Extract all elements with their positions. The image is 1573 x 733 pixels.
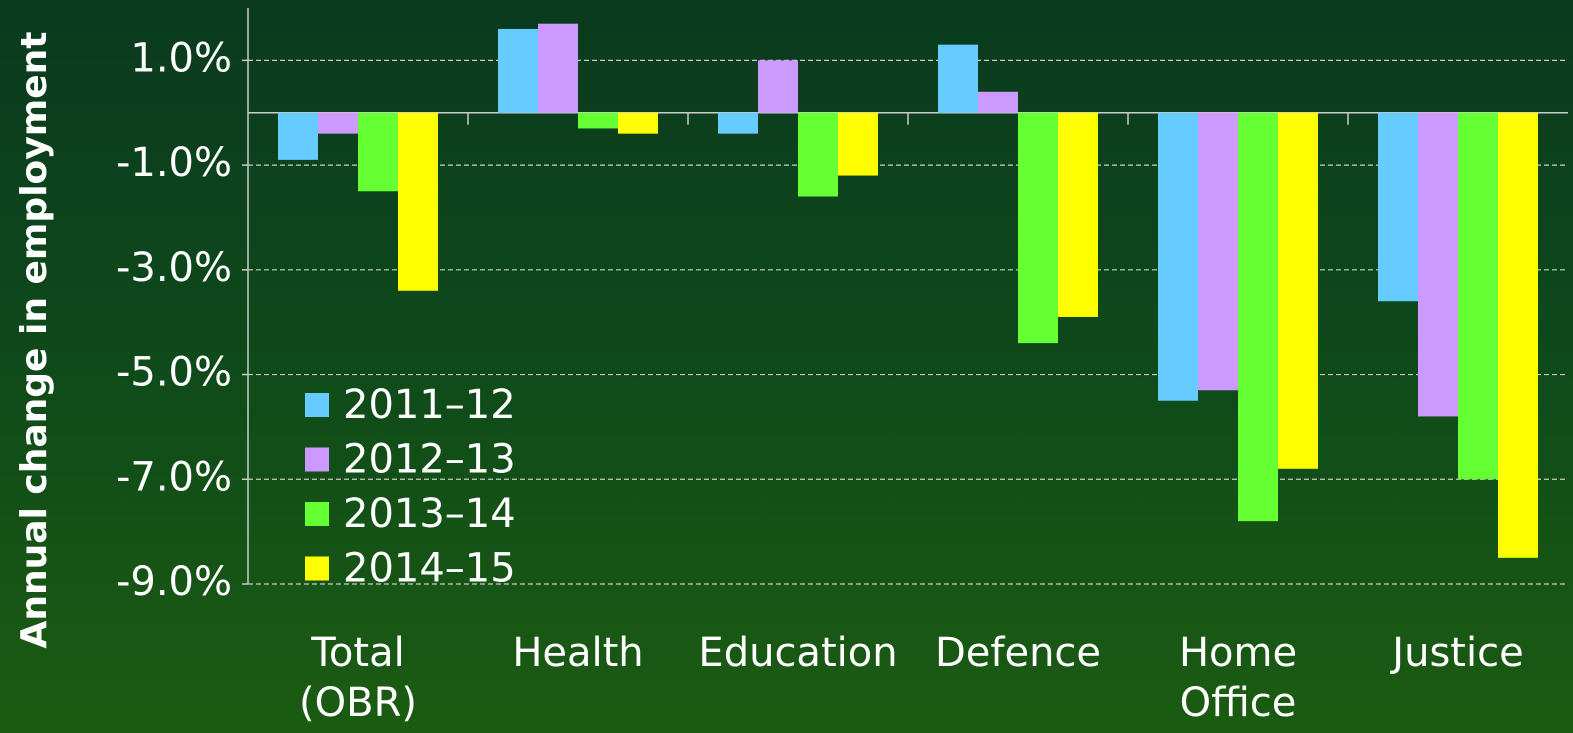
y-tick-label: -3.0% (116, 245, 232, 291)
y-axis-title: Annual change in employment (14, 31, 55, 648)
legend-swatch (305, 502, 329, 526)
bar (1498, 112, 1538, 558)
bar (318, 112, 358, 134)
bar (758, 60, 798, 113)
x-tick-text: Justice (1392, 630, 1524, 676)
legend-label: 2012–13 (343, 437, 516, 483)
bar (538, 23, 578, 113)
y-tick-label: -1.0% (116, 140, 232, 186)
bar (1458, 112, 1498, 480)
bar (1418, 112, 1458, 417)
bar (938, 44, 978, 113)
x-tick-text: Education (698, 630, 898, 676)
x-tick-text: Defence (934, 630, 1102, 676)
bar (1378, 112, 1418, 302)
y-tick-label: -5.0% (116, 350, 232, 396)
bar (498, 28, 538, 113)
bar (1158, 112, 1198, 401)
bar (1058, 112, 1098, 317)
x-tick-label: Health (468, 628, 688, 678)
bar (358, 112, 398, 192)
x-tick-label: Education (688, 628, 908, 678)
y-tick-label: 1.0% (130, 35, 232, 81)
x-tick-text: Total (OBR) (299, 630, 417, 726)
x-tick-label: Total (OBR) (248, 628, 468, 728)
legend-swatch (305, 556, 329, 581)
legend-label: 2014–15 (343, 546, 516, 592)
bar (978, 91, 1018, 113)
bar (798, 112, 838, 197)
y-tick-label: -9.0% (116, 559, 232, 605)
bar (278, 112, 318, 160)
bar (1278, 112, 1318, 469)
bar (718, 112, 758, 134)
x-tick-text: Health (512, 630, 644, 676)
x-tick-label: Justice (1348, 628, 1568, 678)
y-tick-label: -7.0% (116, 454, 232, 500)
x-tick-label: Home Office (1128, 628, 1348, 728)
bar (838, 112, 878, 176)
bar (578, 112, 618, 129)
legend-label: 2013–14 (343, 491, 516, 537)
bar (1198, 112, 1238, 391)
x-tick-text: Home Office (1178, 630, 1298, 726)
legend-label: 2011–12 (343, 382, 516, 428)
bar (398, 112, 438, 291)
legend-swatch (305, 393, 329, 417)
bar (1018, 112, 1058, 344)
x-tick-label: Defence (908, 628, 1128, 678)
legend-swatch (305, 447, 329, 472)
bar (618, 112, 658, 134)
bar (1238, 112, 1278, 522)
